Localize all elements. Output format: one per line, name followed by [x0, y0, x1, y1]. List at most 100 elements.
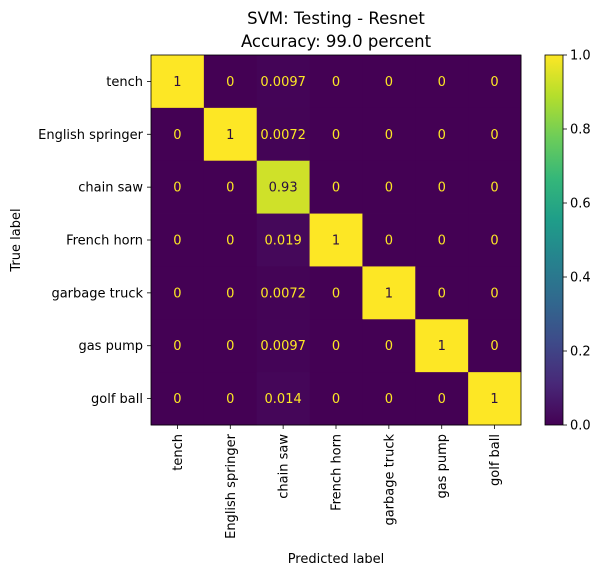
heatmap-cell [362, 107, 416, 162]
cell-value-label: 0 [332, 286, 340, 301]
cell-value-label: 0 [226, 181, 234, 196]
heatmap-cell [362, 55, 416, 109]
cell-value-label: 0.019 [265, 234, 302, 249]
heatmap-cell [309, 319, 363, 373]
heatmap-cell [256, 55, 310, 109]
heatmap-cell [151, 160, 205, 214]
cell-value-label: 0 [438, 234, 446, 249]
heatmap-cell [362, 372, 416, 426]
heatmap-cell [256, 319, 310, 373]
heatmap-cell [468, 266, 522, 320]
y-axis-label: True label [9, 208, 24, 272]
heatmap-cell [256, 160, 310, 214]
heatmap-cell [468, 107, 522, 162]
cell-value-label: 1 [490, 392, 498, 407]
cell-value-label: 0 [438, 286, 446, 301]
y-tick-label: tench [106, 75, 143, 90]
cell-value-label: 1 [173, 75, 181, 90]
cell-value-label: 0 [385, 128, 393, 143]
heatmap-cell [203, 372, 258, 426]
cell-value-label: 0 [173, 128, 181, 143]
heatmap-cell [151, 372, 205, 426]
x-tick-label: French horn [330, 434, 345, 511]
colorbar: 0.0 0.2 0.4 0.6 0.8 1.0 [544, 49, 591, 434]
cell-value-label: 0 [385, 392, 393, 407]
cell-value-label: 0.014 [265, 392, 302, 407]
cell-value-label: 0 [332, 339, 340, 354]
colorbar-tick-label: 0.2 [570, 345, 591, 360]
heatmap-cell [415, 213, 469, 267]
colorbar-tick-label: 0.6 [570, 197, 591, 212]
cell-value-label: 0 [385, 339, 393, 354]
heatmap-cell [468, 213, 522, 267]
heatmap-cell [151, 107, 205, 162]
cell-value-label: 0 [490, 128, 498, 143]
heatmap-cell [415, 55, 469, 109]
chart-subtitle: Accuracy: 99.0 percent [241, 32, 432, 51]
cell-value-label: 0 [438, 181, 446, 196]
y-tick-label: French horn [66, 234, 143, 249]
heatmap-cell [151, 213, 205, 267]
heatmap-cell [468, 160, 522, 214]
cell-value-label: 0 [490, 234, 498, 249]
cell-value-label: 0 [332, 181, 340, 196]
heatmap-cell-labels: 1 0 0.0097 0 0 0 0 0 1 0.0072 0 0 0 0 0 0 0.93 0 0 0 0 0 0 0.01… [173, 75, 498, 407]
x-tick-label: tench [171, 434, 186, 471]
heatmap-cell [256, 107, 310, 162]
y-tick-label: garbage truck [51, 286, 143, 301]
cell-value-label: 0 [490, 339, 498, 354]
heatmap-cell [203, 55, 258, 109]
heatmap-cell [256, 372, 310, 426]
heatmap-cell [415, 266, 469, 320]
cell-value-label: 0 [226, 286, 234, 301]
heatmap-cell [256, 266, 310, 320]
cell-value-label: 0 [385, 75, 393, 90]
heatmap-cell [203, 107, 258, 162]
heatmap-cell [256, 213, 310, 267]
cell-value-label: 0 [173, 286, 181, 301]
heatmap-cell [203, 319, 258, 373]
heatmap-cell [362, 160, 416, 214]
heatmap-cell [203, 160, 258, 214]
cell-value-label: 0 [385, 234, 393, 249]
heatmap-cell [415, 372, 469, 426]
cell-value-label: 0 [173, 234, 181, 249]
cell-value-label: 0 [332, 392, 340, 407]
y-tick-label: golf ball [91, 392, 143, 407]
cell-value-label: 0 [226, 392, 234, 407]
cell-value-label: 1 [438, 339, 446, 354]
heatmap-cell [203, 266, 258, 320]
heatmap-cell [468, 319, 522, 373]
x-axis-label: Predicted label [288, 552, 385, 567]
heatmap-cell [309, 160, 363, 214]
y-tick-label: English springer [38, 128, 144, 143]
heatmap-cell [362, 213, 416, 267]
colorbar-tick-label: 0.0 [570, 419, 591, 434]
cell-value-label: 1 [385, 286, 393, 301]
cell-value-label: 0.0072 [260, 286, 306, 301]
cell-value-label: 0 [173, 392, 181, 407]
y-axis: tench English springer chain saw French hor… [38, 75, 151, 407]
x-tick-label: chain saw [277, 434, 292, 499]
heatmap-cell [309, 213, 363, 267]
cell-value-label: 0 [490, 75, 498, 90]
x-tick-label: gas pump [435, 434, 450, 499]
x-tick-label: English springer [224, 433, 239, 539]
x-tick-label: golf ball [488, 434, 503, 486]
colorbar-tick-label: 0.4 [570, 271, 591, 286]
colorbar-frame [544, 54, 564, 426]
colorbar-tick-label: 1.0 [570, 49, 591, 64]
cell-value-label: 0.0097 [260, 75, 306, 90]
heatmap-cell [362, 266, 416, 320]
cell-value-label: 0 [173, 181, 181, 196]
cell-value-label: 0 [490, 181, 498, 196]
heatmap-cell [468, 372, 522, 426]
heatmap-cell [415, 160, 469, 214]
heatmap-cell [203, 213, 258, 267]
x-tick-label: garbage truck [382, 434, 397, 526]
cell-value-label: 1 [226, 128, 234, 143]
heatmap-cell [151, 55, 205, 109]
heatmap-cell [362, 319, 416, 373]
cell-value-label: 0 [332, 75, 340, 90]
